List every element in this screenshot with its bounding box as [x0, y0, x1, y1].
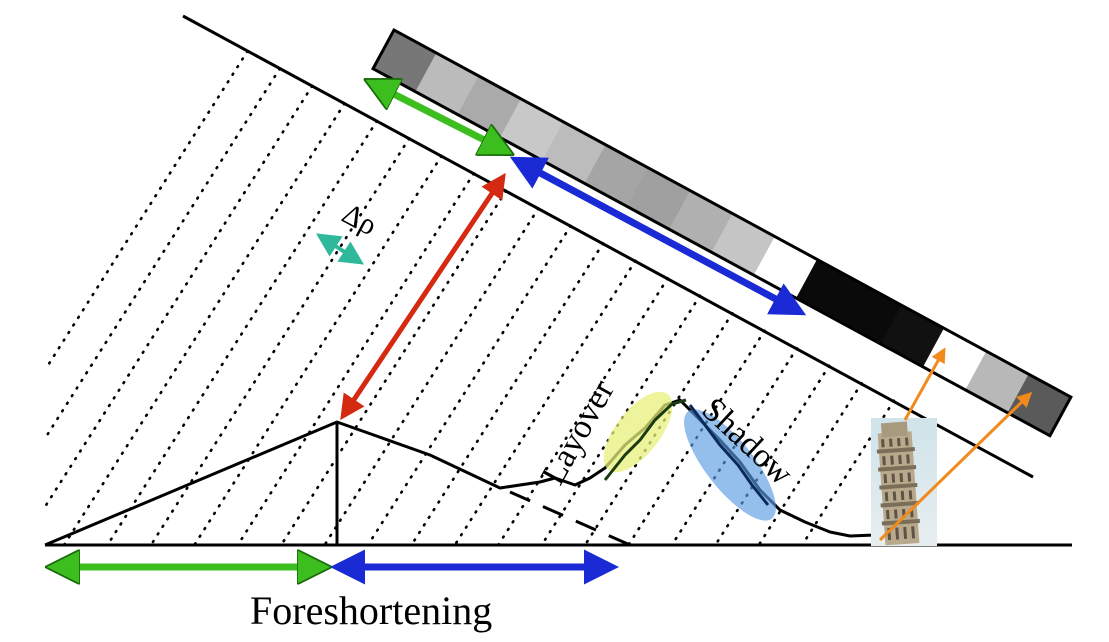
shadow-highlight: [684, 409, 776, 521]
delta-rho-label: Δρ: [337, 197, 383, 242]
range-bin-line: [43, 49, 249, 372]
range-bin-line: [279, 189, 508, 547]
range-bin-line: [43, 84, 314, 509]
range-bin-line: [43, 67, 282, 440]
orange-arrow-tower-base: [878, 391, 1033, 542]
delta-rho-arrow: [315, 233, 365, 265]
range-bin-line: [714, 364, 831, 547]
range-bin-line: [366, 224, 573, 547]
range-bin-line: [62, 102, 346, 547]
leaning-tower-icon: [871, 418, 937, 546]
terrain-dashed-extension: [509, 490, 631, 547]
red-arrow-slant-range: [340, 172, 506, 421]
green-arrow-top: [370, 82, 508, 152]
orange-arrow-tower-top: [903, 347, 946, 421]
range-bin-line: [410, 242, 605, 547]
range-bin-line: [106, 119, 379, 547]
foreshortening-label: Foreshortening: [250, 588, 492, 633]
radar-image-strip: [370, 27, 1073, 438]
blue-arrow-top: [509, 156, 807, 316]
layover-highlight: [603, 391, 673, 473]
